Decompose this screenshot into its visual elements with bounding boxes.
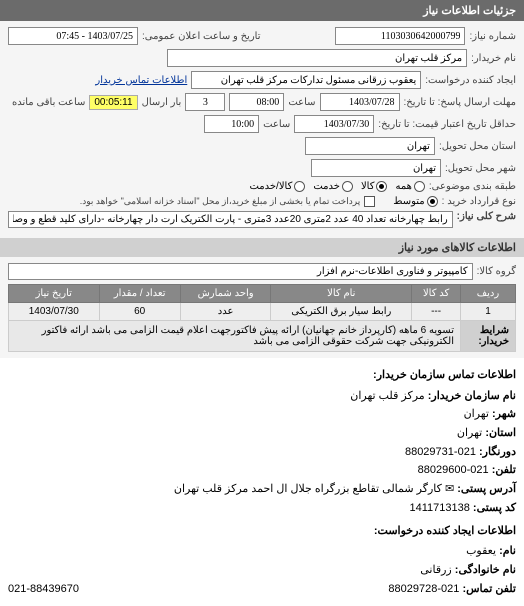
city-input[interactable] bbox=[311, 159, 441, 177]
countdown-badge: 00:05:11 bbox=[89, 95, 137, 110]
treasury-checkbox[interactable] bbox=[364, 196, 375, 207]
th-date: تاریخ نیاز bbox=[9, 285, 100, 303]
creator-section-title: اطلاعات ایجاد کننده درخواست: bbox=[8, 522, 516, 541]
category-radio-group: همه کالا خدمت کالا/خدمت bbox=[249, 181, 424, 192]
family-label: نام خانوادگی: bbox=[455, 564, 516, 576]
deadline-send-label: مهلت ارسال پاسخ: تا تاریخ: bbox=[404, 97, 516, 108]
price-deadline-label: حداقل تاریخ اعتبار قیمت: تا تاریخ: bbox=[378, 119, 516, 130]
note-row: شرایط خریدار: تسویه 6 ماهه (کارپرداز خان… bbox=[9, 321, 516, 352]
price-deadline-date[interactable] bbox=[294, 115, 374, 133]
creator-phone: 021-88029728 bbox=[388, 583, 459, 595]
time-label-1: ساعت bbox=[288, 97, 315, 108]
announce-label: تاریخ و ساعت اعلان عمومی: bbox=[142, 31, 261, 42]
contact-province: تهران bbox=[457, 427, 482, 439]
contact-province-label: استان: bbox=[485, 427, 516, 439]
th-name: نام کالا bbox=[271, 285, 412, 303]
city-label: شهر محل تحویل: bbox=[445, 163, 516, 174]
th-code: کد کالا bbox=[412, 285, 461, 303]
deadline-send-date[interactable] bbox=[320, 93, 400, 111]
form-panel: شماره نیاز: تاریخ و ساعت اعلان عمومی: نا… bbox=[0, 21, 524, 238]
contact-section-title: اطلاعات تماس سازمان خریدار: bbox=[373, 366, 516, 385]
name-label: نام: bbox=[499, 545, 516, 557]
contact-name: یعقوب bbox=[466, 545, 496, 557]
price-deadline-time[interactable] bbox=[204, 115, 259, 133]
goods-table: ردیف کد کالا نام کالا واحد شمارش تعداد /… bbox=[8, 284, 516, 352]
fax-label: دورنگار: bbox=[479, 446, 516, 458]
radio-goods[interactable]: کالا bbox=[361, 181, 388, 192]
page-title: جزئیات اطلاعات نیاز bbox=[423, 5, 516, 17]
desc-label: شرح کلی نیاز: bbox=[457, 211, 516, 222]
phone: 021-88029600 bbox=[418, 464, 489, 476]
desc-input[interactable] bbox=[8, 211, 453, 228]
goods-panel: گروه کالا: ردیف کد کالا نام کالا واحد شم… bbox=[0, 257, 524, 358]
th-unit: واحد شمارش bbox=[180, 285, 271, 303]
announce-input[interactable] bbox=[8, 27, 138, 45]
creator-phone-label: تلفن تماس: bbox=[462, 583, 516, 595]
page-header: جزئیات اطلاعات نیاز bbox=[0, 0, 524, 21]
radio-direct[interactable]: متوسط bbox=[393, 196, 437, 207]
note-label: شرایط خریدار: bbox=[461, 321, 516, 352]
address-label: آدرس پستی: bbox=[457, 483, 516, 495]
request-no-input[interactable] bbox=[335, 27, 465, 45]
category-label: طبقه بندی موضوعی: bbox=[429, 181, 516, 192]
countdown-suffix: ساعت باقی مانده bbox=[12, 97, 85, 108]
province-label: استان محل تحویل: bbox=[439, 141, 516, 152]
payment-note: پرداخت تمام یا بخشی از مبلغ خرید،از محل … bbox=[80, 196, 360, 207]
attempts-suffix: بار ارسال bbox=[142, 97, 182, 108]
province-input[interactable] bbox=[305, 137, 435, 155]
group-input[interactable] bbox=[8, 263, 473, 280]
goods-section-title: اطلاعات کالاهای مورد نیاز bbox=[399, 242, 516, 254]
contact-family: زرقانی bbox=[420, 564, 451, 576]
request-no-label: شماره نیاز: bbox=[469, 31, 516, 42]
address-icon: ✉ bbox=[445, 483, 454, 495]
buyer-org-label: نام سازمان خریدار: bbox=[428, 390, 516, 402]
time-label-2: ساعت bbox=[263, 119, 290, 130]
fax: 021-88029731 bbox=[405, 446, 476, 458]
buyer-org: مرکز قلب تهران bbox=[350, 390, 424, 402]
postal: 1411713138 bbox=[409, 502, 469, 514]
contact-city: تهران bbox=[464, 408, 489, 420]
contact-link[interactable]: اطلاعات تماس خریدار bbox=[95, 75, 187, 86]
table-row[interactable]: 1 --- رابط سیار برق الکتریکی عدد 60 1403… bbox=[9, 303, 516, 321]
buyer-label: نام خریدار: bbox=[471, 53, 516, 64]
goods-section-bar: اطلاعات کالاهای مورد نیاز bbox=[0, 238, 524, 257]
attempts-input[interactable] bbox=[185, 93, 225, 111]
th-idx: ردیف bbox=[461, 285, 516, 303]
creator-input[interactable] bbox=[191, 71, 421, 89]
top-phone: 021-88439670 bbox=[8, 580, 79, 599]
phone-label: تلفن: bbox=[492, 464, 516, 476]
creator-label: ایجاد کننده درخواست: bbox=[425, 75, 516, 86]
contact-block: اطلاعات تماس سازمان خریدار: نام سازمان خ… bbox=[0, 358, 524, 606]
deadline-send-time[interactable] bbox=[229, 93, 284, 111]
note-text: تسویه 6 ماهه (کارپرداز خانم جهانیان) ارا… bbox=[9, 321, 461, 352]
th-qty: تعداد / مقدار bbox=[99, 285, 180, 303]
postal-label: کد پستی: bbox=[473, 502, 516, 514]
address: کارگر شمالی تقاطع بزرگراه جلال ال احمد م… bbox=[174, 483, 442, 495]
buyer-input[interactable] bbox=[167, 49, 467, 67]
radio-goods-service[interactable]: کالا/خدمت bbox=[249, 181, 305, 192]
radio-service[interactable]: خدمت bbox=[313, 181, 353, 192]
radio-all[interactable]: همه bbox=[395, 181, 424, 192]
contract-type-label: نوع قرارداد خرید : bbox=[442, 196, 516, 207]
contact-city-label: شهر: bbox=[492, 408, 516, 420]
group-label: گروه کالا: bbox=[477, 266, 516, 277]
